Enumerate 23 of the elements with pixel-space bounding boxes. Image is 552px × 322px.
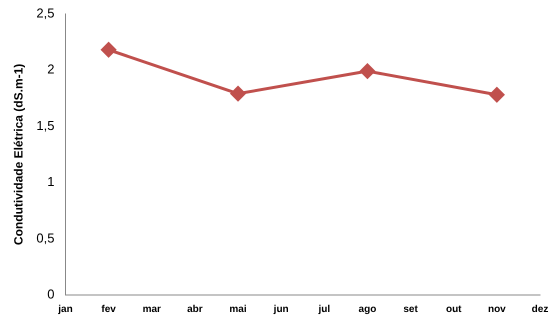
y-tick-label: 2 [47, 62, 54, 77]
y-axis-title: Condutividade Elétrica (dS.m-1) [12, 64, 26, 246]
x-tick-label: mar [142, 304, 162, 315]
x-tick-label: fev [101, 304, 116, 315]
x-tick-label: jul [317, 304, 330, 315]
x-tick-label: out [446, 304, 462, 315]
y-tick-label: 0,5 [36, 230, 54, 246]
x-tick-label: abr [187, 304, 203, 315]
y-tick-label: 2,5 [36, 5, 54, 20]
point [101, 42, 116, 58]
y-tick-label: 1,5 [36, 118, 54, 133]
point [230, 86, 246, 102]
x-tick-label: nov [488, 304, 506, 315]
y-tick-label: 0 [47, 286, 54, 302]
x-tick-label: dez [532, 304, 548, 315]
point [360, 64, 375, 79]
x-tick-label: mai [229, 304, 247, 315]
y-tick-label: 1 [47, 174, 54, 190]
x-tick-label: set [403, 304, 418, 315]
x-tick-label: ago [358, 304, 376, 315]
x-tick-label: jan [57, 304, 73, 315]
point [489, 87, 504, 102]
x-tick-label: jun [272, 304, 289, 315]
